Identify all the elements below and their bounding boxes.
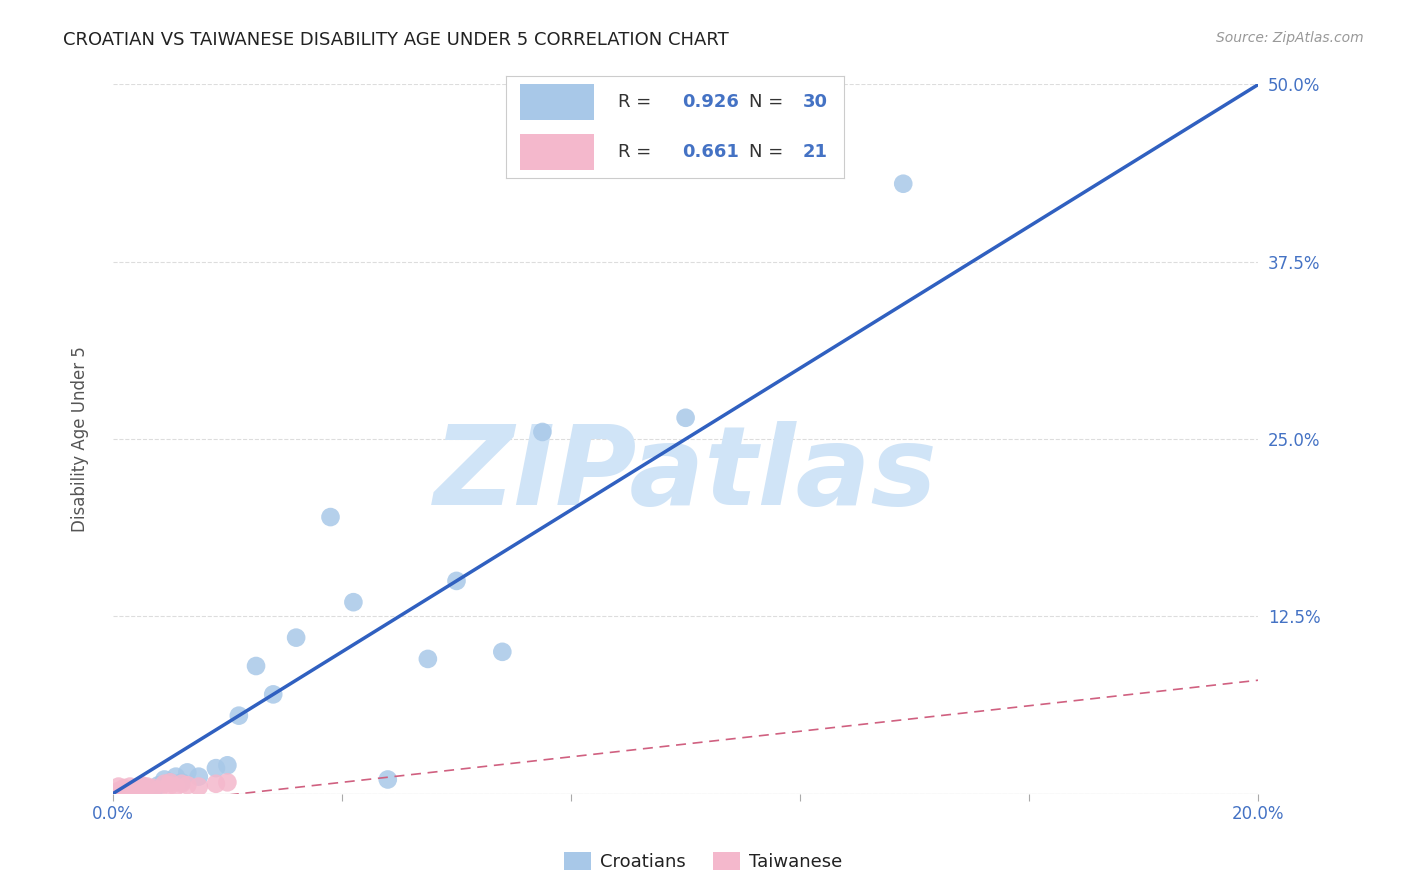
Text: N =: N = bbox=[749, 93, 789, 111]
Point bbox=[125, 785, 148, 799]
Point bbox=[142, 780, 165, 795]
Point bbox=[112, 780, 135, 795]
Text: 30: 30 bbox=[803, 93, 828, 111]
Point bbox=[118, 780, 141, 794]
Point bbox=[377, 772, 399, 787]
Point bbox=[187, 770, 209, 784]
Point bbox=[125, 782, 148, 797]
Point bbox=[107, 780, 129, 794]
Point bbox=[112, 785, 135, 799]
Text: 0.926: 0.926 bbox=[682, 93, 738, 111]
Point bbox=[170, 775, 193, 789]
Point bbox=[153, 777, 176, 791]
Point bbox=[107, 785, 129, 799]
Point bbox=[228, 708, 250, 723]
Point bbox=[205, 761, 228, 775]
Point bbox=[675, 410, 697, 425]
Point bbox=[205, 777, 228, 791]
Point bbox=[131, 780, 153, 794]
Point bbox=[136, 780, 159, 794]
Point bbox=[107, 784, 129, 798]
Text: N =: N = bbox=[749, 144, 789, 161]
Point bbox=[159, 775, 181, 789]
Bar bbox=[520, 135, 593, 170]
Point bbox=[416, 652, 439, 666]
Y-axis label: Disability Age Under 5: Disability Age Under 5 bbox=[72, 346, 89, 532]
Point bbox=[148, 778, 170, 792]
Text: CROATIAN VS TAIWANESE DISABILITY AGE UNDER 5 CORRELATION CHART: CROATIAN VS TAIWANESE DISABILITY AGE UND… bbox=[63, 31, 730, 49]
Point bbox=[112, 782, 135, 797]
Text: ZIPatlas: ZIPatlas bbox=[433, 421, 938, 528]
Point bbox=[342, 595, 364, 609]
Text: 21: 21 bbox=[803, 144, 828, 161]
Point bbox=[131, 778, 153, 792]
Point bbox=[131, 784, 153, 798]
Point bbox=[131, 780, 153, 795]
Legend: Croatians, Taiwanese: Croatians, Taiwanese bbox=[557, 845, 849, 879]
Point bbox=[187, 780, 209, 794]
Point bbox=[891, 177, 914, 191]
Point bbox=[245, 659, 267, 673]
Point bbox=[217, 758, 239, 772]
Text: R =: R = bbox=[617, 93, 657, 111]
Point bbox=[262, 687, 284, 701]
Point bbox=[176, 765, 198, 780]
Point bbox=[217, 775, 239, 789]
Point bbox=[165, 780, 187, 794]
Point bbox=[170, 777, 193, 791]
Bar bbox=[520, 84, 593, 120]
Point bbox=[319, 510, 342, 524]
Point bbox=[118, 784, 141, 798]
Point bbox=[531, 425, 554, 439]
Point bbox=[159, 778, 181, 792]
Point bbox=[153, 772, 176, 787]
Point bbox=[136, 780, 159, 795]
Point bbox=[176, 778, 198, 792]
Text: Source: ZipAtlas.com: Source: ZipAtlas.com bbox=[1216, 31, 1364, 45]
Text: R =: R = bbox=[617, 144, 657, 161]
Point bbox=[491, 645, 513, 659]
Point bbox=[159, 775, 181, 789]
Point bbox=[165, 770, 187, 784]
Point bbox=[118, 784, 141, 798]
Point bbox=[142, 782, 165, 797]
Text: 0.661: 0.661 bbox=[682, 144, 738, 161]
Point bbox=[148, 782, 170, 797]
Point bbox=[285, 631, 308, 645]
Point bbox=[446, 574, 468, 588]
